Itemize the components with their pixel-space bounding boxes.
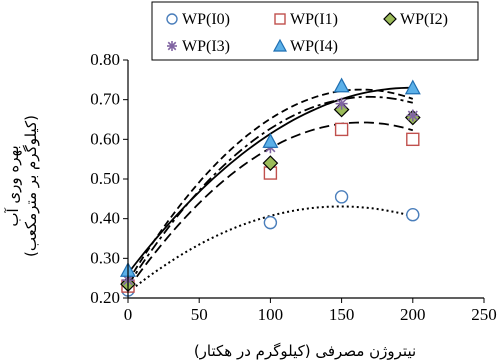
- fit-curve-wpi4: [127, 86, 413, 274]
- x-tick-label: 200: [400, 305, 426, 324]
- triangle-marker: [262, 133, 279, 148]
- circle-marker: [166, 13, 178, 25]
- x-tick-label: 100: [258, 305, 284, 324]
- legend-label: WP(I0): [182, 11, 230, 28]
- marker-wpi4-100: [262, 133, 279, 148]
- legend-marker-wpi2: [383, 12, 397, 26]
- triangle-marker: [404, 79, 421, 95]
- x-tick-label: 50: [191, 305, 208, 324]
- marker-wpi0-150: [334, 190, 349, 204]
- triangle-marker: [333, 77, 350, 93]
- tick-labels: 0.20 0.30 0.40 0.50 0.60 0.70 0.80 0 50 100 150 200…: [90, 50, 497, 324]
- circle-marker: [263, 215, 278, 230]
- legend: WP(I0) WP(I1) WP(I2) WP(I3) WP(I4): [151, 1, 479, 61]
- y-tick-label: 0.40: [90, 209, 120, 228]
- diamond-marker: [383, 12, 397, 26]
- marker-wpi3-200: [406, 109, 419, 122]
- legend-label: WP(I3): [182, 38, 230, 55]
- circle-marker: [406, 207, 420, 222]
- triangle-marker: [272, 38, 288, 52]
- marker-wpi2-100: [262, 155, 279, 171]
- y-tick-label: 0.50: [90, 169, 120, 188]
- diamond-marker: [262, 155, 279, 171]
- marker-wpi1-150: [334, 122, 349, 137]
- y-axis-title-line2: (کیلوگرم بر مترمکعب): [22, 115, 40, 257]
- x-tick-label: 0: [124, 305, 133, 324]
- x-axis-title: نیتروژن مصرفی (کیلوگرم در هکتار): [194, 342, 416, 360]
- legend-label: WP(I1): [290, 11, 338, 28]
- marker-wpi4-200: [404, 79, 421, 95]
- circle-marker: [334, 190, 349, 204]
- y-tick-label: 0.20: [90, 288, 120, 307]
- star-marker-d2: [336, 98, 347, 109]
- square-marker: [406, 132, 420, 147]
- y-tick-label: 0.30: [90, 248, 120, 267]
- legend-box: [151, 1, 479, 61]
- y-tick-label: 0.80: [90, 50, 120, 69]
- star-marker-d2: [167, 41, 177, 51]
- y-axis-title-line1: بهره وری آب: [4, 145, 22, 226]
- legend-label: WP(I4): [290, 38, 338, 55]
- legend-marker-wpi0: [166, 13, 178, 25]
- fit-curve-wpi3: [127, 88, 414, 282]
- x-tick-label: 250: [471, 305, 497, 324]
- y-axis-title-group: بهره وری آب (کیلوگرم بر مترمکعب): [4, 115, 40, 257]
- marker-wpi1-200: [406, 132, 420, 147]
- fit-curves: [127, 86, 414, 294]
- data-markers: [119, 77, 421, 297]
- fit-curve-wpi2: [127, 95, 414, 286]
- x-tick-label: 150: [329, 305, 355, 324]
- star-marker-d2: [407, 110, 418, 121]
- square-marker: [274, 13, 286, 25]
- y-tick-label: 0.60: [90, 129, 120, 148]
- marker-wpi0-100: [263, 215, 278, 230]
- marker-wpi3-150: [335, 97, 348, 110]
- y-tick-label: 0.70: [90, 90, 120, 109]
- legend-label: WP(I2): [400, 11, 448, 28]
- legend-marker-wpi1: [274, 13, 286, 25]
- marker-wpi4-150: [333, 77, 350, 93]
- legend-marker-wpi4: [272, 38, 288, 52]
- marker-wpi0-200: [406, 207, 420, 222]
- axes: [123, 59, 485, 303]
- legend-marker-wpi3: [167, 41, 177, 51]
- square-marker: [334, 122, 349, 137]
